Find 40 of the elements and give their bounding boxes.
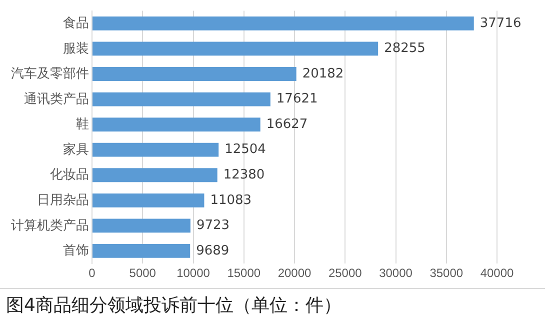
data-label: 11083 — [210, 192, 252, 208]
bar — [92, 142, 219, 157]
bar — [92, 16, 474, 30]
data-label: 37716 — [480, 16, 522, 31]
caption: 图4商品细分领域投诉前十位（单位：件） — [6, 294, 342, 317]
y-tick-label: 鞋 — [76, 116, 89, 132]
data-label: 28255 — [384, 41, 426, 56]
bar — [92, 42, 378, 56]
bar — [92, 92, 270, 106]
y-tick-label: 化妆品 — [50, 166, 89, 182]
x-tick-label: 35000 — [430, 266, 464, 280]
y-tick-label: 汽车及零部件 — [11, 66, 89, 81]
x-tick-label: 0 — [88, 266, 96, 280]
data-label: 20182 — [302, 66, 344, 82]
data-label: 9723 — [196, 218, 230, 234]
y-tick-label: 服装 — [63, 40, 89, 56]
bar — [92, 218, 190, 233]
y-tick-label: 首饰 — [63, 242, 89, 258]
y-tick-label: 计算机类产品 — [11, 217, 89, 232]
x-tick-label: 40000 — [480, 266, 514, 280]
y-tick-label: 通讯类产品 — [24, 90, 89, 106]
x-tick-label: 20000 — [278, 266, 312, 280]
bar — [92, 168, 218, 182]
data-label: 17621 — [276, 92, 318, 107]
data-label: 9689 — [196, 243, 230, 258]
x-tick-label: 10000 — [176, 266, 210, 280]
data-label: 16627 — [266, 116, 308, 132]
x-tick-label: 30000 — [379, 266, 413, 280]
y-tick-label: 日用杂品 — [37, 192, 89, 207]
bar — [92, 244, 190, 258]
data-label: 12380 — [223, 167, 265, 182]
x-tick-label: 5000 — [129, 266, 156, 280]
x-tick-label: 15000 — [227, 266, 261, 280]
x-tick-label: 25000 — [328, 266, 362, 280]
y-tick-label: 食品 — [63, 15, 89, 30]
bar — [92, 193, 204, 208]
y-tick-label: 家具 — [63, 141, 89, 156]
data-label: 12504 — [224, 142, 266, 158]
bar — [92, 118, 260, 132]
bar — [92, 67, 296, 81]
